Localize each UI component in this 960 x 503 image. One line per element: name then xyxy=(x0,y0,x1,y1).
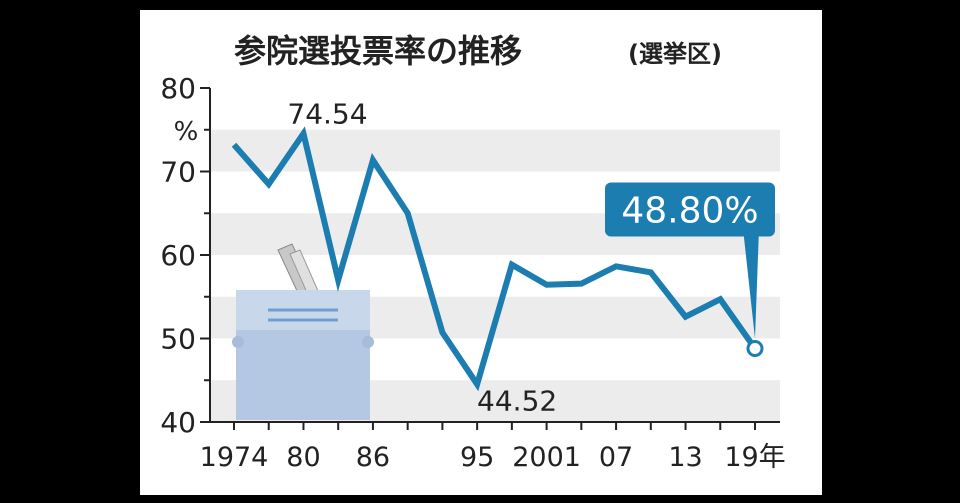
x-tick-label: 19年 xyxy=(724,442,785,473)
ballot-box xyxy=(232,243,374,420)
y-tick-label: 60 xyxy=(160,239,196,272)
y-tick-label: 50 xyxy=(160,323,196,356)
y-tick-label: 40 xyxy=(160,406,196,439)
x-tick-label: 1974 xyxy=(200,442,269,473)
x-tick-label: 07 xyxy=(599,442,633,473)
x-tick-label: 80 xyxy=(286,442,320,473)
x-tick-label: 2001 xyxy=(512,442,581,473)
y-tick-label: 80 xyxy=(160,72,196,105)
callout-box xyxy=(605,182,775,237)
value-label: 44.52 xyxy=(477,384,557,417)
end-marker xyxy=(746,340,764,358)
data-line xyxy=(231,126,758,392)
grid-band xyxy=(210,129,780,172)
value-label: 48.80% xyxy=(621,191,758,232)
value-label: 74.54 xyxy=(287,98,367,131)
y-unit: % xyxy=(174,117,199,147)
x-tick-label: 95 xyxy=(460,442,494,473)
y-tick-label: 70 xyxy=(160,156,196,189)
callout-pointer xyxy=(743,228,759,339)
chart-title: 参院選投票率の推移 xyxy=(234,32,522,70)
x-tick-label: 13 xyxy=(668,442,702,473)
x-tick-label: 86 xyxy=(356,442,390,473)
chart-subtitle: (選挙区) xyxy=(628,40,722,68)
